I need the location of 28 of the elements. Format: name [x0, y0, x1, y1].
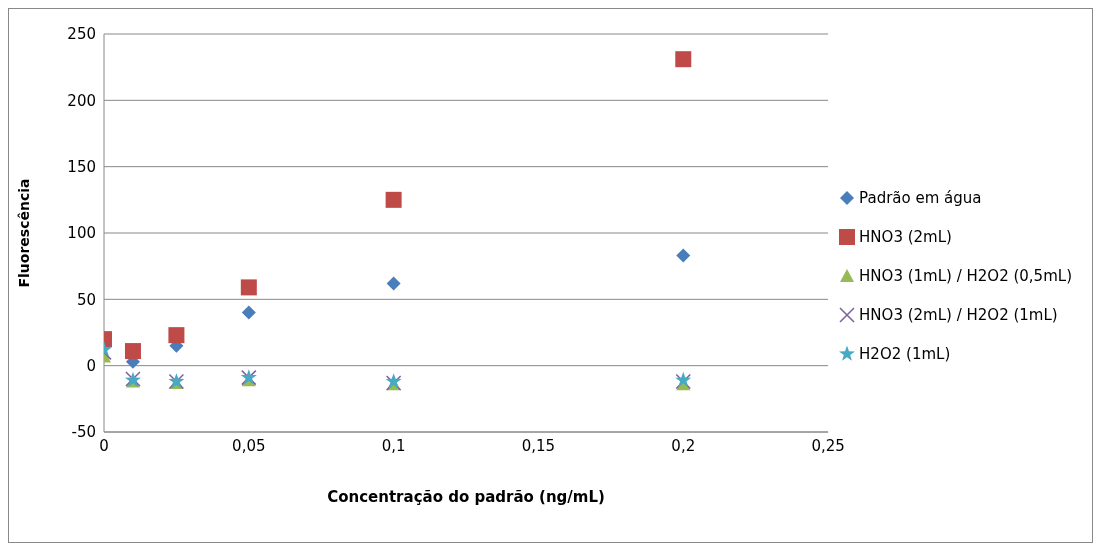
legend-label: H2O2 (1mL) [859, 344, 951, 363]
x-tick-label: 0,1 [381, 436, 406, 455]
legend-label: HNO3 (2mL) [859, 227, 952, 246]
y-tick-label: 200 [67, 91, 96, 110]
y-tick-label: 250 [67, 25, 96, 44]
y-axis-title: Fluorescência [15, 178, 32, 288]
point [241, 305, 256, 320]
legend-label: Padrão em água [859, 188, 982, 207]
y-tick-label: 100 [67, 224, 96, 243]
y-tick-label: -50 [71, 423, 96, 442]
point [168, 327, 185, 344]
point [676, 248, 691, 263]
legend-label: HNO3 (2mL) / H2O2 (1mL) [859, 305, 1058, 324]
point [240, 279, 257, 296]
y-tick-label: 0 [86, 356, 96, 375]
x-tick-label: 0,05 [232, 436, 266, 455]
y-tick-label: 150 [67, 157, 96, 176]
point [675, 51, 692, 68]
y-tick-label: 50 [76, 290, 96, 309]
x-tick-label: 0,25 [811, 436, 845, 455]
x-tick-label: 0 [99, 436, 109, 455]
point [386, 276, 401, 291]
legend-label: HNO3 (1mL) / H2O2 (0,5mL) [859, 266, 1072, 285]
x-tick-label: 0,2 [671, 436, 696, 455]
point [124, 343, 141, 360]
x-tick-label: 0,15 [521, 436, 556, 455]
x-axis-title: Concentração do padrão (ng/mL) [327, 488, 605, 506]
point [385, 191, 402, 208]
